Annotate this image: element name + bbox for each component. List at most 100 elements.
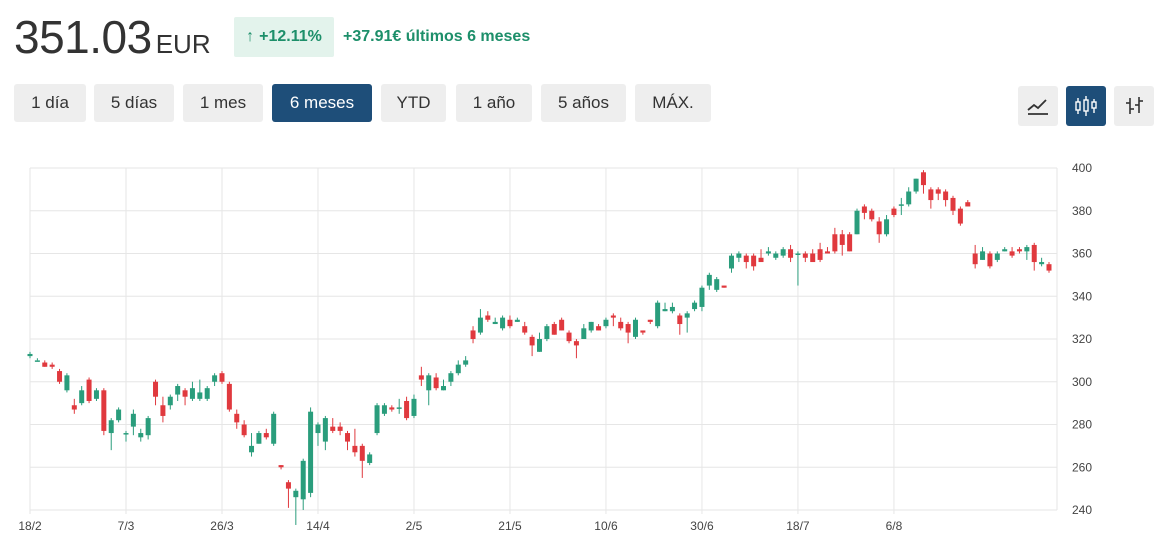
candle-body: [212, 375, 218, 382]
candle-body: [869, 210, 875, 220]
candle: [108, 418, 114, 451]
candle: [455, 360, 461, 376]
candle-body: [389, 407, 395, 410]
candlestick-chart-button[interactable]: [1066, 86, 1106, 126]
candle-body: [721, 285, 727, 288]
candle-body: [1024, 247, 1030, 252]
candle-body: [86, 379, 92, 401]
range-tab-max[interactable]: MÁX.: [635, 84, 711, 122]
x-tick-label: 7/3: [118, 519, 135, 533]
candle: [485, 311, 491, 322]
candle: [42, 360, 48, 367]
candle: [773, 251, 779, 260]
candle: [263, 428, 269, 440]
line-chart-button[interactable]: [1018, 86, 1058, 126]
candle: [197, 379, 203, 401]
candle-body: [352, 445, 358, 453]
candle-body: [728, 255, 734, 269]
candle-body: [743, 255, 749, 263]
candle-body: [485, 315, 491, 320]
candle: [965, 200, 971, 207]
candle: [588, 321, 594, 333]
candle: [404, 396, 410, 421]
candle-body: [891, 208, 897, 216]
candle: [278, 465, 284, 470]
candle: [79, 386, 85, 406]
candle-body: [322, 418, 328, 442]
candle-body: [441, 386, 447, 391]
y-tick-label: 340: [1072, 289, 1092, 303]
candle-body: [34, 360, 40, 362]
candle: [596, 324, 602, 331]
candle-body: [101, 390, 107, 431]
candle-body: [145, 418, 151, 436]
candle: [677, 313, 683, 335]
candle-body: [308, 411, 314, 493]
candle-body: [337, 426, 343, 431]
candle-body: [647, 319, 653, 322]
candle-body: [404, 400, 410, 419]
candle: [861, 204, 867, 220]
candle: [322, 415, 328, 451]
candle-body: [780, 249, 786, 256]
candle-body: [935, 189, 941, 194]
candle-body: [618, 321, 624, 329]
candle: [684, 311, 690, 333]
candle-body: [529, 336, 535, 346]
x-tick-label: 10/6: [594, 519, 618, 533]
candle: [300, 458, 306, 510]
candle-body: [197, 392, 203, 399]
candle-body: [455, 364, 461, 374]
candle: [581, 324, 587, 339]
candle-body: [285, 482, 291, 489]
candle-body: [234, 413, 240, 423]
x-tick-label: 18/2: [18, 519, 42, 533]
candle-body: [876, 221, 882, 235]
candle-body: [93, 390, 99, 399]
price-currency: EUR: [155, 29, 211, 59]
candle-body: [1031, 244, 1037, 263]
candle: [1031, 242, 1037, 271]
candle: [441, 379, 447, 391]
y-tick-label: 400: [1072, 161, 1092, 175]
candle: [219, 371, 225, 384]
candle-body: [64, 375, 70, 391]
candle: [212, 373, 218, 387]
candle: [367, 452, 373, 466]
candle-body: [271, 413, 277, 444]
candle: [359, 443, 365, 478]
candle: [728, 253, 734, 273]
candle-body: [470, 330, 476, 339]
candle: [93, 388, 99, 401]
range-tab-6-months[interactable]: 6 meses: [272, 84, 372, 122]
ohlc-chart-button[interactable]: [1114, 86, 1154, 126]
range-tab-1-year[interactable]: 1 año: [456, 84, 532, 122]
candle: [256, 430, 262, 444]
candle-body: [810, 253, 816, 263]
candle: [632, 317, 638, 339]
candle: [795, 251, 801, 286]
candle-body: [418, 375, 424, 380]
candle-body: [788, 249, 794, 258]
range-tab-ytd[interactable]: YTD: [381, 84, 446, 122]
candle-body: [765, 251, 771, 254]
candle: [788, 244, 794, 263]
candle-body: [758, 257, 764, 263]
candle-body: [588, 321, 594, 331]
range-tab-1-day[interactable]: 1 día: [14, 84, 86, 122]
x-tick-label: 14/4: [306, 519, 330, 533]
candle-body: [153, 381, 159, 397]
range-tab-5-years[interactable]: 5 años: [541, 84, 626, 122]
candle: [175, 383, 181, 401]
candle-body: [130, 413, 136, 427]
candle-body: [330, 426, 336, 431]
candle-body: [795, 253, 801, 255]
range-tab-1-month[interactable]: 1 mes: [183, 84, 263, 122]
range-tab-5-days[interactable]: 5 días: [94, 84, 174, 122]
y-tick-label: 240: [1072, 503, 1092, 517]
candle-body: [573, 341, 579, 346]
candle: [662, 302, 668, 312]
candle-body: [522, 326, 528, 333]
candle: [411, 394, 417, 419]
candle-body: [300, 460, 306, 500]
